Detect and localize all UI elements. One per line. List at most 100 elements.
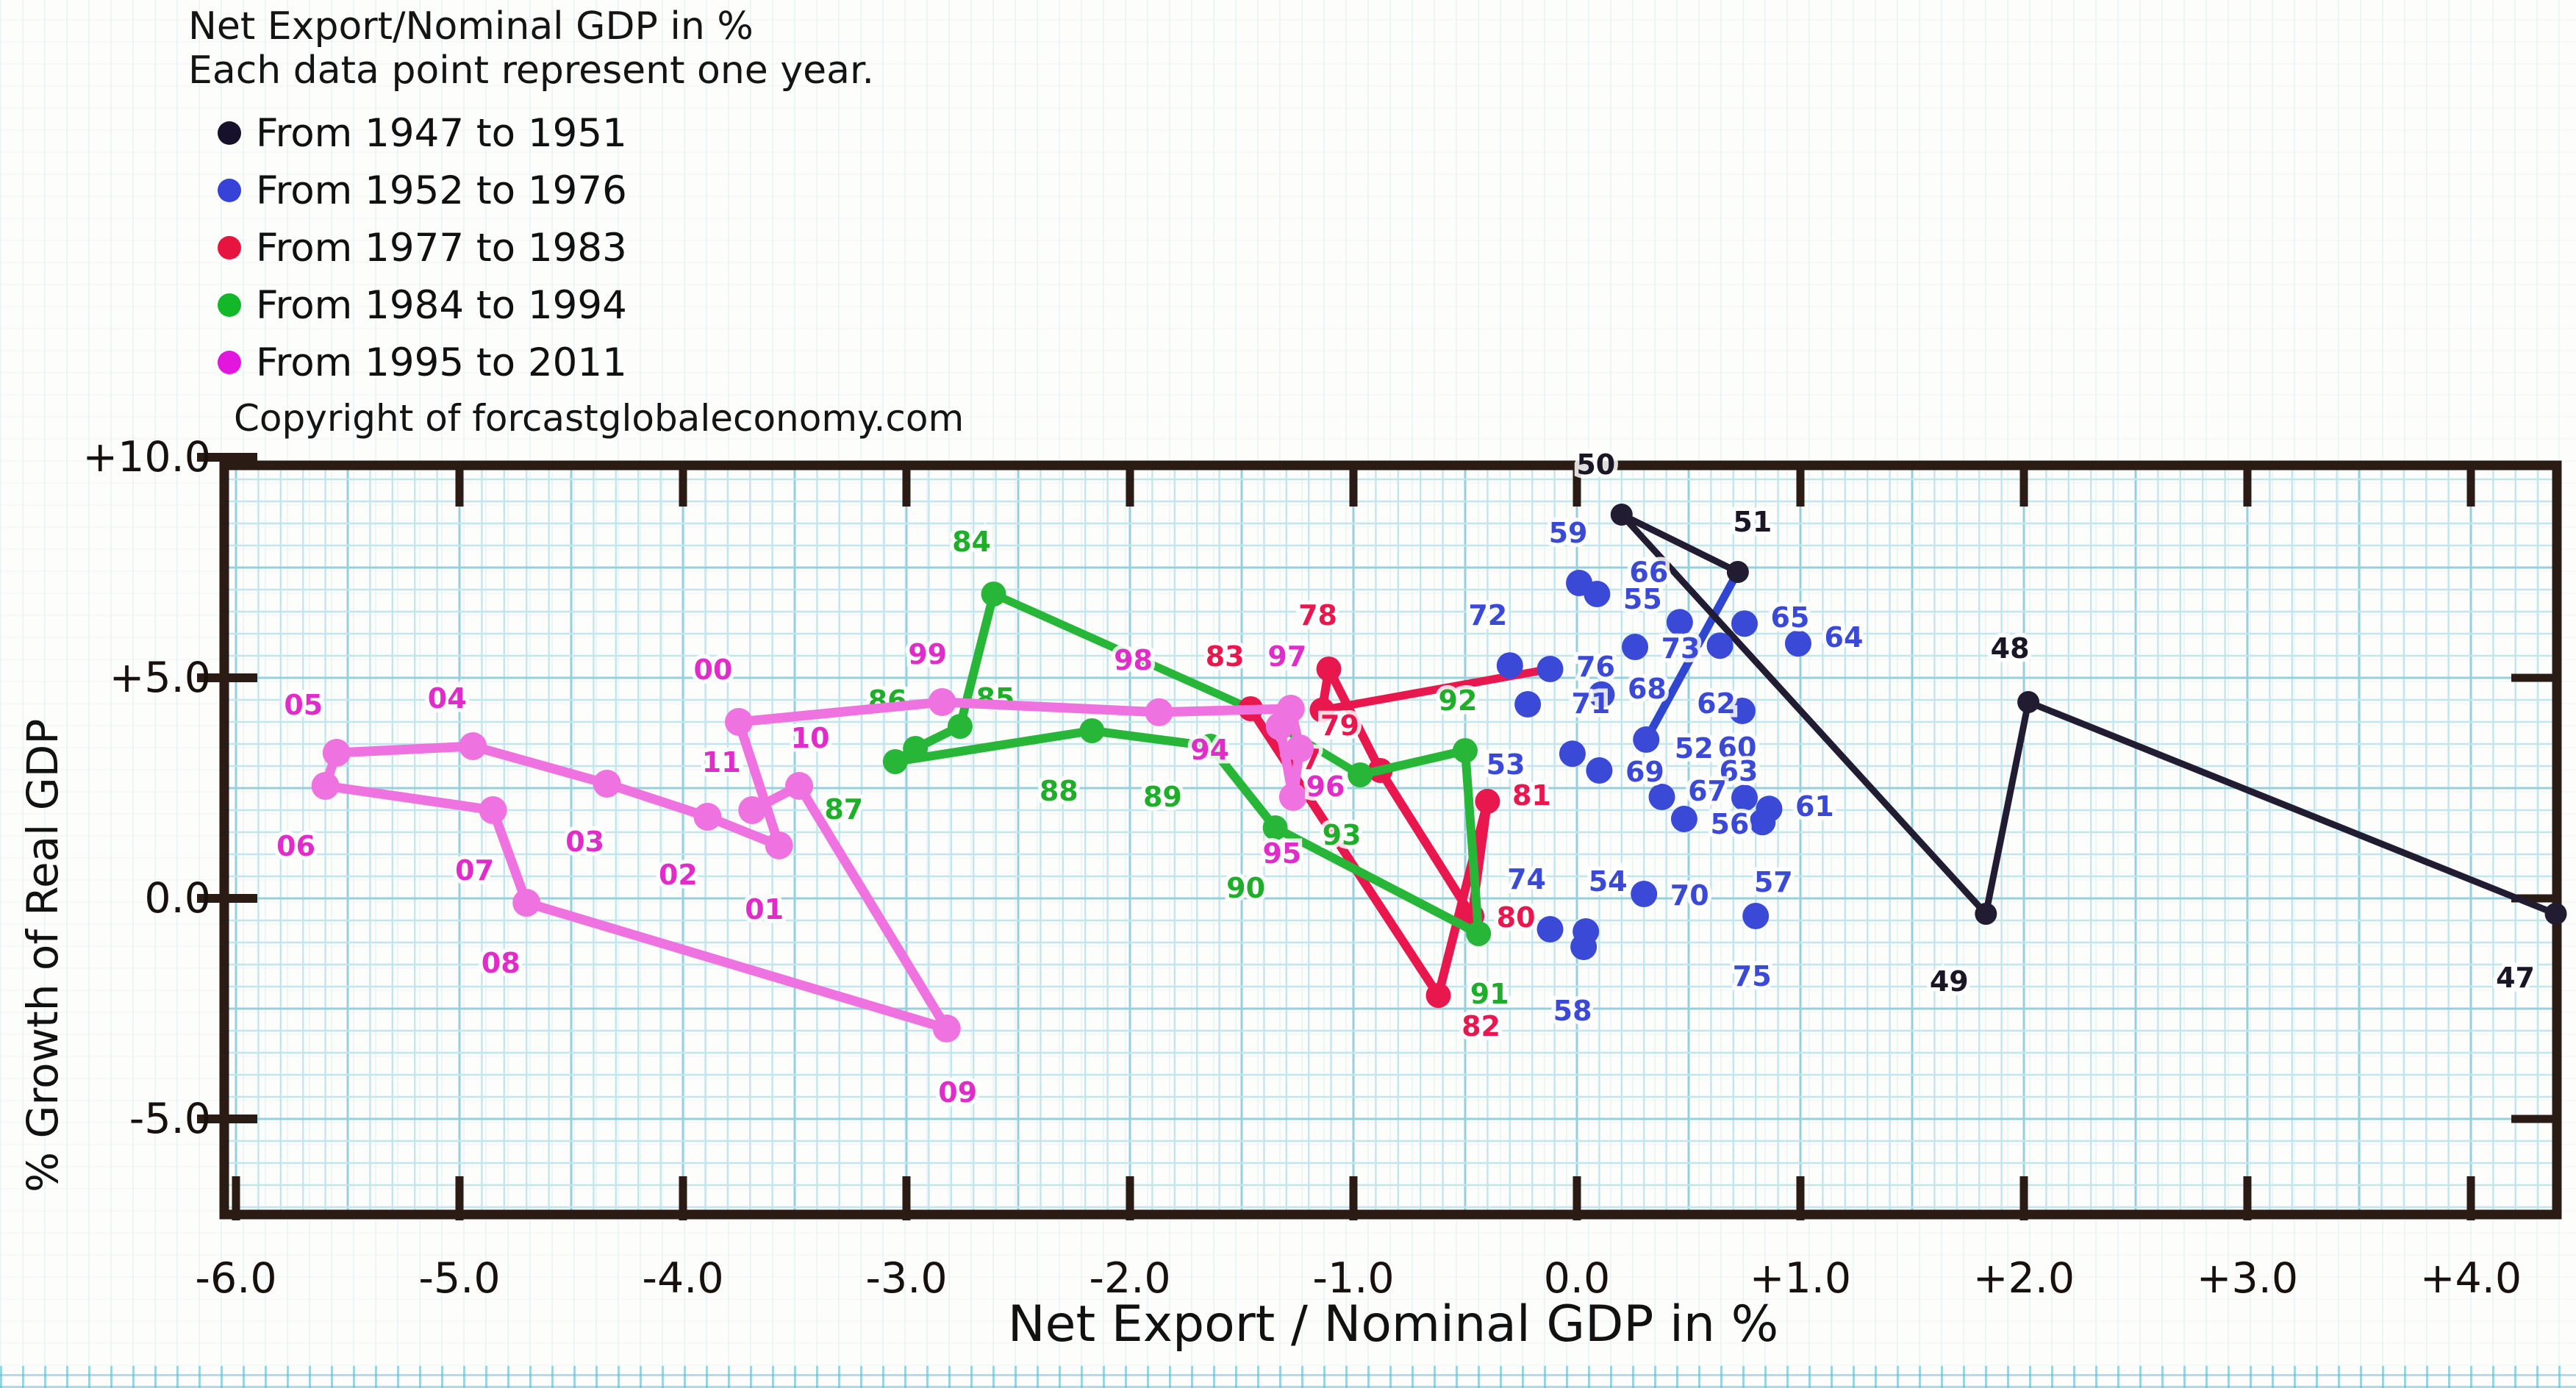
- point-label-1970: 70: [1670, 879, 1709, 912]
- copyright-line: Copyright of forcastglobaleconomy.com: [234, 397, 965, 440]
- point-label-1953: 53: [1486, 748, 1525, 781]
- x-axis-title: Net Export / Nominal GDP in %: [1007, 1295, 1779, 1353]
- point-label-1996: 96: [1306, 770, 1345, 803]
- point-label-1958: 58: [1553, 995, 1592, 1027]
- point-label-1983: 83: [1206, 640, 1245, 673]
- point-label-1949: 49: [1930, 965, 1969, 998]
- data-point-1962: [1706, 632, 1734, 659]
- point-label-1989: 89: [1143, 781, 1182, 813]
- x-tick-label: 0.0: [1544, 1254, 1611, 1303]
- point-label-2006: 06: [276, 830, 315, 862]
- axis-ticks: -6.0 -5.0 -4.0 -3.0 -2.0 -1.0 0.0 +1.0 +2.0 +3.0 +…: [82, 433, 2557, 1303]
- point-label-1999: 99: [908, 638, 947, 670]
- point-label-1971: 71: [1571, 687, 1610, 720]
- legend-item-1947-1951: From 1947 to 1951: [218, 104, 964, 162]
- legend-dot-blue-icon: [218, 179, 241, 202]
- point-label-2007: 07: [455, 854, 494, 887]
- data-point-2002: [693, 803, 722, 831]
- point-label-1973: 73: [1661, 632, 1700, 665]
- data-point-1949: [1975, 903, 1997, 925]
- y-tick-label: +5.0: [110, 654, 211, 702]
- point-label-2004: 04: [428, 682, 467, 715]
- data-point-1989: [1198, 734, 1223, 759]
- data-point-1978: [1316, 657, 1342, 682]
- point-label-1993: 93: [1323, 819, 1362, 851]
- y-tick-label: 0.0: [144, 874, 211, 923]
- data-point-1959: [1566, 570, 1593, 596]
- transition-83-84: [990, 590, 1255, 713]
- data-point-2010: [785, 772, 814, 800]
- data-point-1982: [1425, 983, 1451, 1008]
- x-tick-label: -6.0: [195, 1254, 276, 1303]
- point-label-1984: 84: [952, 526, 991, 558]
- legend: From 1947 to 1951 From 1952 to 1976 From…: [218, 104, 964, 391]
- data-point-1992: [1453, 738, 1478, 763]
- x-tick-label: +1.0: [1750, 1254, 1851, 1303]
- data-point-1969: [1586, 757, 1613, 784]
- legend-dot-green-icon: [218, 293, 241, 317]
- point-label-1962: 62: [1697, 687, 1736, 720]
- series-from-1947-to-1951: 47 48 49 50 51: [1573, 445, 2567, 1002]
- data-point-1973: [1622, 634, 1649, 660]
- legend-item-1952-1976: From 1952 to 1976: [218, 162, 964, 219]
- x-tick-label: -3.0: [865, 1254, 947, 1303]
- point-label-1964: 64: [1825, 621, 1864, 654]
- point-label-1950: 50: [1576, 448, 1615, 481]
- data-point-1967: [1648, 784, 1675, 810]
- point-label-1966: 66: [1629, 556, 1668, 588]
- point-label-1994: 94: [1190, 734, 1229, 766]
- x-tick-label: +3.0: [2197, 1254, 2298, 1303]
- legend-label: From 1995 to 2011: [256, 340, 627, 385]
- point-label-2009: 09: [938, 1076, 977, 1109]
- data-point-1950: [1610, 504, 1633, 526]
- data-point-2000: [725, 708, 753, 736]
- series-line: [890, 590, 1484, 938]
- data-point-2007: [479, 796, 507, 824]
- point-label-1965: 65: [1771, 601, 1810, 634]
- data-point-1956: [1670, 806, 1697, 832]
- x-tick-label: +4.0: [2420, 1254, 2522, 1303]
- point-label-2003: 03: [565, 826, 604, 858]
- data-point-1961: [1756, 795, 1783, 823]
- point-label-1976: 76: [1576, 651, 1615, 683]
- data-point-1999: [928, 688, 956, 716]
- data-point-1986: [903, 736, 929, 761]
- legend-dot-magenta-icon: [218, 351, 241, 374]
- legend-label: From 1977 to 1983: [256, 225, 627, 271]
- data-point-1947: [2544, 903, 2567, 925]
- data-point-1981: [1475, 789, 1500, 814]
- data-point-1952: [1633, 726, 1660, 753]
- data-point-1996: [1286, 734, 1314, 762]
- data-point-1976: [1536, 656, 1564, 682]
- point-label-1967: 67: [1688, 775, 1727, 807]
- legend-item-1977-1983: From 1977 to 1983: [218, 219, 964, 276]
- point-label-1991: 91: [1470, 978, 1509, 1010]
- data-point-1974: [1536, 916, 1564, 942]
- point-label-1955: 55: [1623, 583, 1662, 615]
- data-point-1958: [1570, 934, 1598, 960]
- point-label-1972: 72: [1468, 599, 1507, 632]
- point-label-1956: 56: [1710, 808, 1749, 840]
- data-point-2006: [311, 772, 340, 800]
- chart-title: Net Export/Nominal GDP in %: [188, 4, 754, 49]
- data-point-2009: [932, 1015, 961, 1042]
- point-label-1982: 82: [1461, 1010, 1500, 1042]
- x-tick-label: -5.0: [418, 1254, 500, 1303]
- x-tick-label: -2.0: [1089, 1254, 1170, 1303]
- data-point-1971: [1559, 740, 1586, 768]
- data-point-1968: [1588, 681, 1615, 708]
- data-point-1977: [1309, 697, 1335, 723]
- data-point-1988: [1079, 718, 1105, 743]
- x-tick-label: -1.0: [1312, 1254, 1394, 1303]
- data-point-1972: [1496, 652, 1523, 679]
- series-from-1995-to-2011: 94 95 96 97 98 99 00 01 02 03 04 05 06 07 08 09 10 11: [273, 634, 1349, 1113]
- data-point-1970: [1631, 881, 1658, 907]
- data-point-1993: [1348, 762, 1373, 787]
- point-label-1995: 95: [1262, 837, 1301, 870]
- data-point-1966: [1666, 609, 1693, 636]
- data-point-2008: [512, 889, 541, 917]
- point-label-1948: 48: [1991, 632, 2030, 665]
- point-label-1968: 68: [1628, 673, 1667, 705]
